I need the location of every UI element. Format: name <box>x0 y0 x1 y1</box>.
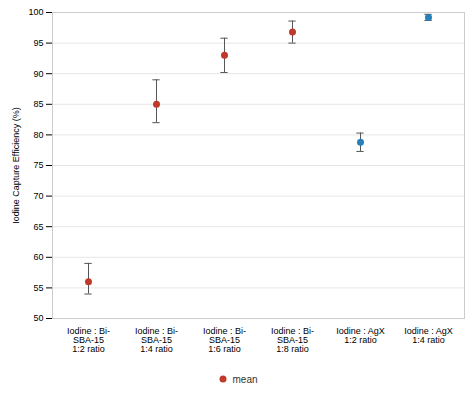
svg-text:55: 55 <box>33 283 43 293</box>
svg-text:Iodine : AgX1:2 ratio: Iodine : AgX1:2 ratio <box>336 326 385 345</box>
html-text:mean: mean <box>232 373 258 385</box>
svg-text:75: 75 <box>33 160 43 170</box>
svg-text:95: 95 <box>33 38 43 48</box>
svg-text:65: 65 <box>33 222 43 232</box>
svg-text:70: 70 <box>33 191 43 201</box>
svg-text:Iodine Capture Efficiency (%): Iodine Capture Efficiency (%) <box>11 107 21 223</box>
svg-text:60: 60 <box>33 252 43 262</box>
svg-text:85: 85 <box>33 99 43 109</box>
svg-text:Iodine : AgX1:4 ratio: Iodine : AgX1:4 ratio <box>404 326 453 345</box>
svg-text:50: 50 <box>33 313 43 323</box>
svg-text:100: 100 <box>28 7 43 17</box>
svg-text:Iodine : Bi-SBA-151:2 ratio: Iodine : Bi-SBA-151:2 ratio <box>67 326 110 354</box>
svg-text:80: 80 <box>33 130 43 140</box>
svg-text:Iodine : Bi-SBA-151:6 ratio: Iodine : Bi-SBA-151:6 ratio <box>203 326 246 354</box>
svg-text:Iodine : Bi-SBA-151:4 ratio: Iodine : Bi-SBA-151:4 ratio <box>135 326 178 354</box>
svg-text:Iodine : Bi-SBA-151:8 ratio: Iodine : Bi-SBA-151:8 ratio <box>271 326 314 354</box>
svg-text:90: 90 <box>33 69 43 79</box>
